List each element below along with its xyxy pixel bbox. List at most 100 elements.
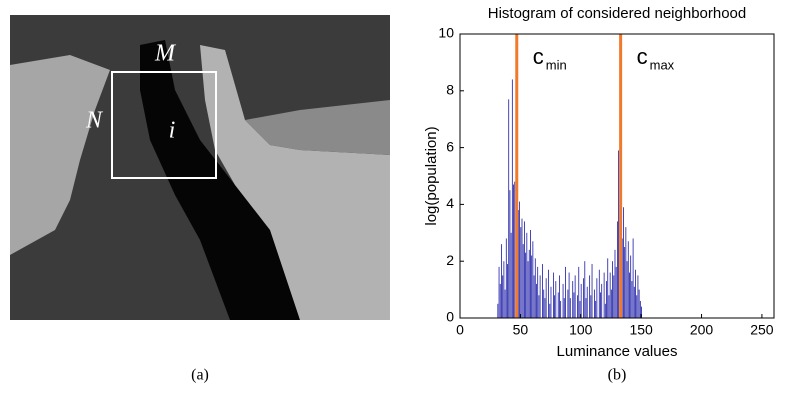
bar [592, 264, 593, 318]
bar [560, 301, 561, 318]
bar [631, 281, 632, 318]
bar [543, 290, 544, 318]
figure: M N i (a) (b) Histogram of considered ne… [0, 0, 805, 390]
bar [639, 290, 640, 318]
bar [559, 275, 560, 318]
bar [505, 290, 506, 318]
bar [581, 284, 582, 318]
bar [553, 273, 554, 318]
bar [528, 261, 529, 318]
bar [609, 295, 610, 318]
bar [578, 267, 579, 318]
bar [594, 290, 595, 318]
image-label: M [154, 41, 177, 67]
bar [542, 264, 543, 318]
bar [530, 230, 531, 318]
x-axis-label: Luminance values [557, 343, 678, 360]
bar [536, 284, 537, 318]
y-tick-label: 2 [446, 252, 454, 268]
bar [600, 292, 601, 318]
bar [586, 298, 587, 318]
bar [628, 241, 629, 318]
bar [617, 221, 618, 318]
bar [526, 233, 527, 318]
caption: (a) [191, 367, 209, 384]
bar [501, 244, 502, 318]
bar [629, 273, 630, 318]
y-tick-label: 8 [446, 82, 454, 98]
bar [618, 150, 619, 318]
bar [508, 99, 509, 318]
bar [511, 233, 512, 318]
bar [520, 227, 521, 318]
bar [627, 261, 628, 318]
bar [616, 267, 617, 318]
bar [535, 258, 536, 318]
x-tick-label: 150 [629, 322, 653, 338]
threshold-subscript: min [546, 57, 567, 72]
bar [563, 284, 564, 318]
y-axis-label: log(population) [423, 126, 440, 225]
bar [567, 290, 568, 318]
y-tick-label: 10 [438, 25, 454, 41]
bar [565, 267, 566, 318]
bar [499, 267, 500, 318]
caption: (b) [608, 367, 627, 384]
segmented-image: M N i [10, 15, 390, 320]
x-tick-label: 200 [690, 322, 714, 338]
bar [537, 267, 538, 318]
bar [523, 244, 524, 318]
image-label: i [169, 118, 176, 144]
chart-title: Histogram of considered neighborhood [488, 5, 747, 22]
bar [625, 227, 626, 318]
bar [605, 304, 606, 318]
bar [525, 253, 526, 318]
bar [569, 273, 570, 318]
bar [584, 261, 585, 318]
bar [512, 79, 513, 318]
bar [532, 241, 533, 318]
bar [549, 304, 550, 318]
bar [574, 292, 575, 318]
bar [590, 295, 591, 318]
bar [607, 258, 608, 318]
bar [599, 270, 600, 318]
x-tick-label: 250 [750, 322, 774, 338]
bar [564, 298, 565, 318]
bar [507, 264, 508, 318]
bar [580, 301, 581, 318]
bar [534, 275, 535, 318]
bar [615, 250, 616, 318]
y-tick-label: 0 [446, 309, 454, 325]
bar [572, 281, 573, 318]
bar [551, 287, 552, 318]
bar [502, 275, 503, 318]
bar [634, 287, 635, 318]
bar [555, 281, 556, 318]
bar [531, 256, 532, 318]
bar [522, 219, 523, 318]
bar [558, 292, 559, 318]
bar [519, 202, 520, 318]
bar [546, 278, 547, 318]
bar [506, 238, 507, 318]
bar [636, 295, 637, 318]
bar [612, 261, 613, 318]
bar [613, 275, 614, 318]
bar [630, 256, 631, 318]
image-label: N [85, 108, 104, 134]
bar [606, 281, 607, 318]
bar [638, 275, 639, 318]
bar [548, 270, 549, 318]
bar [601, 284, 602, 318]
x-tick-label: 0 [456, 322, 464, 338]
bar [577, 295, 578, 318]
bar [623, 207, 624, 318]
bar [514, 182, 515, 318]
bar [583, 278, 584, 318]
bar [635, 270, 636, 318]
bar [503, 261, 504, 318]
y-tick-label: 6 [446, 138, 454, 154]
bar [610, 273, 611, 318]
x-tick-label: 50 [513, 322, 529, 338]
